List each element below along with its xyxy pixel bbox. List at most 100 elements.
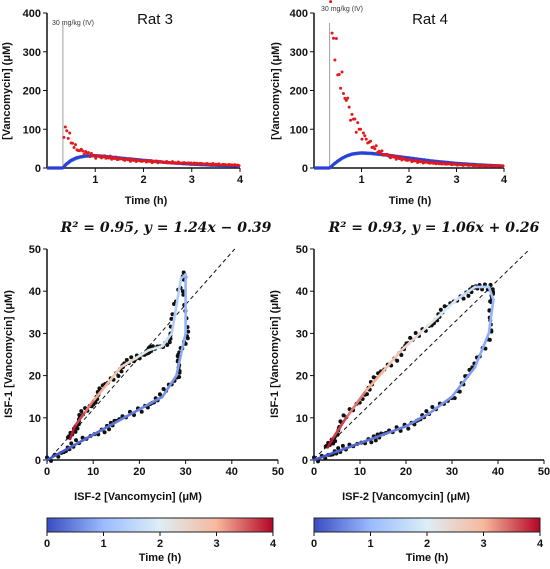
data-point: [414, 158, 418, 162]
data-point: [331, 441, 336, 446]
x-tick-label: 30: [179, 466, 191, 478]
y-tick-label: 30: [296, 328, 308, 340]
data-point: [170, 312, 175, 317]
data-point: [379, 151, 382, 155]
colorbar-tick-label: 2: [157, 538, 163, 550]
data-point: [79, 409, 84, 414]
x-axis-label: ISF-2 [Vancomycin] (μM): [74, 491, 202, 503]
y-tick-label: 200: [23, 86, 41, 98]
data-point: [353, 117, 357, 121]
x-tick-label: 10: [87, 466, 99, 478]
trajectory-segment: [436, 298, 458, 318]
rat3-colorbar: 0 1 2 3 4 Time (h): [44, 517, 277, 564]
colorbar-tick-label: 3: [480, 538, 486, 550]
data-point: [359, 127, 363, 131]
x-axis-label: Time (h): [389, 195, 432, 207]
data-point: [169, 316, 174, 321]
data-point: [102, 154, 106, 158]
x-tick-label: 0: [311, 466, 317, 478]
data-point: [63, 125, 67, 129]
data-point: [339, 86, 343, 90]
data-point: [356, 121, 360, 125]
colorbar-label: Time (h): [139, 552, 182, 564]
data-point: [81, 149, 85, 153]
data-point: [186, 329, 191, 334]
chart-title: Rat 4: [412, 11, 448, 28]
data-point: [71, 141, 75, 145]
x-tick-label: 50: [272, 466, 284, 478]
trajectory-segment: [161, 374, 178, 399]
x-axis-label: Time (h): [125, 195, 168, 207]
data-point: [488, 282, 493, 287]
trajectory-segment: [450, 365, 477, 399]
trajectory-segment: [179, 332, 187, 356]
x-tick-label: 2: [406, 174, 412, 186]
trajectory-segment: [331, 416, 348, 441]
data-point: [167, 340, 172, 345]
data-point: [408, 335, 413, 340]
trajectory-segment: [404, 412, 431, 428]
data-point: [482, 282, 487, 287]
data-point: [62, 135, 66, 139]
data-point: [65, 129, 69, 133]
trajectory-segment: [133, 348, 150, 361]
x-tick-label: 2: [140, 174, 146, 186]
data-point: [341, 413, 346, 418]
data-point: [354, 130, 358, 134]
trajectory-segment: [312, 450, 339, 462]
y-tick-label: 200: [290, 86, 308, 98]
data-point: [338, 419, 343, 424]
trajectory-segment: [400, 332, 422, 352]
y-tick-label: 300: [23, 47, 41, 59]
data-point: [424, 409, 429, 414]
trajectory-segment: [91, 420, 118, 436]
trajectory-segment: [363, 370, 385, 394]
data-point: [349, 118, 353, 122]
data-point: [369, 440, 374, 445]
trajectory-segment: [455, 285, 477, 301]
data-point: [114, 155, 118, 159]
data-point: [373, 438, 378, 443]
rat3-time-panel: Rat 3 30 mg/kg (IV) 0 100 200 300 400 1 2 3 4 Ti…: [1, 8, 244, 207]
data-point: [337, 72, 341, 76]
trajectory-segment: [170, 277, 183, 335]
data-point: [340, 443, 345, 448]
data-point: [361, 131, 365, 135]
data-point: [75, 426, 80, 431]
y-tick-label: 40: [296, 286, 308, 298]
y-tick-label: 20: [296, 371, 308, 383]
rat4-colorbar: 0 1 2 3 4 Time (h): [311, 517, 544, 564]
data-point: [68, 131, 72, 135]
data-point: [108, 154, 112, 158]
data-point: [480, 287, 485, 292]
data-point: [329, 0, 333, 4]
y-axis-label: [Vancomycin] (μM): [1, 42, 13, 140]
data-point: [128, 159, 132, 163]
data-point: [237, 164, 241, 168]
x-tick-label: 20: [400, 466, 412, 478]
data-point: [374, 144, 378, 148]
y-tick-label: 10: [29, 413, 41, 425]
trajectory-segment: [73, 412, 86, 428]
trajectory-segment: [115, 408, 141, 424]
data-point: [364, 137, 368, 141]
x-tick-label: 0: [44, 466, 50, 478]
x-tick-label: 3: [189, 174, 195, 186]
data-point: [461, 296, 466, 301]
data-point: [334, 36, 338, 40]
colorbar-ticks: 0 1 2 3 4: [311, 532, 544, 550]
regression-equation: R² = 0.95, y = 1.24x − 0.39: [60, 220, 272, 236]
data-point: [97, 386, 102, 391]
colorbar-gradient: [313, 517, 541, 533]
x-tick-label: 4: [237, 174, 244, 186]
trajectory-segment: [381, 424, 408, 436]
trajectory-segment: [68, 424, 77, 441]
data-point: [107, 427, 112, 432]
data-point: [395, 358, 400, 363]
data-point: [172, 301, 177, 306]
trajectory-segment: [91, 382, 109, 403]
data-point: [139, 409, 144, 414]
trajectory-segment: [147, 344, 164, 352]
data-point: [94, 156, 98, 160]
data-point: [341, 91, 345, 95]
